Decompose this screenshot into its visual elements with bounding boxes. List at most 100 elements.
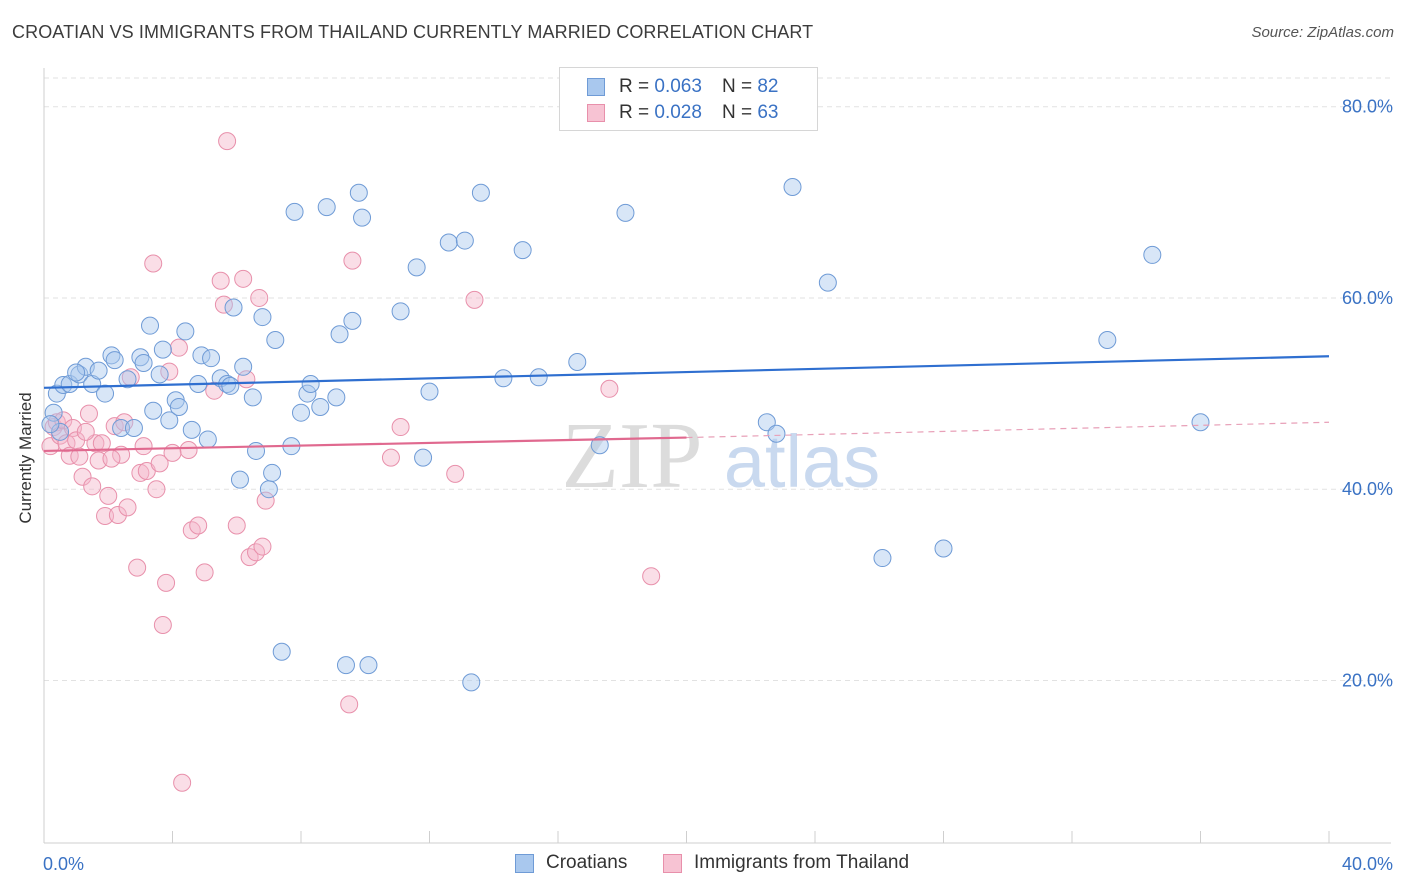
thailand-point <box>157 573 176 592</box>
croatian-point <box>420 382 439 401</box>
croatian-point <box>131 348 150 367</box>
thailand-point <box>147 480 166 499</box>
thailand-point <box>108 506 127 525</box>
legend: R = 0.063 N = 82 R = 0.028 N = 63 <box>559 67 818 131</box>
croatian-point <box>462 673 481 692</box>
croatian-point <box>124 418 143 437</box>
thailand-point <box>169 338 188 357</box>
series-croatians-points <box>41 178 1210 692</box>
thailand-point <box>144 254 163 273</box>
croatian-point <box>783 178 802 197</box>
thailand-point <box>446 464 465 483</box>
thailand-point <box>195 563 214 582</box>
croatian-point <box>169 397 188 416</box>
thailand-point <box>115 413 134 432</box>
bottom-legend-thailand: Immigrants from Thailand <box>663 852 909 874</box>
croatian-point <box>327 388 346 407</box>
watermark: ZIP atlas <box>562 404 881 508</box>
croatian-point <box>336 656 355 675</box>
trend-lines <box>43 355 1330 453</box>
croatian-point <box>96 384 115 403</box>
thailand-point <box>250 288 269 307</box>
croatian-point <box>343 311 362 330</box>
croatian-point <box>221 376 240 395</box>
croatian-point <box>266 331 285 350</box>
croatian-point <box>494 369 513 388</box>
axes <box>43 68 1391 844</box>
thailand-point <box>218 132 237 151</box>
thailand-point <box>234 269 253 288</box>
croatian-point <box>243 388 262 407</box>
thailand-trend-extension <box>686 421 1330 439</box>
x-tick-label: 40.0% <box>1342 854 1393 874</box>
legend-n-value: 82 <box>757 76 779 97</box>
croatian-point <box>330 325 349 344</box>
thailand-point <box>465 290 484 309</box>
croatian-point <box>298 384 317 403</box>
thailand-point <box>153 615 172 634</box>
bottom-legend-label: Immigrants from Thailand <box>694 852 910 873</box>
thailand-point <box>131 463 150 482</box>
croatian-point <box>198 430 217 449</box>
thailand-point <box>642 567 661 586</box>
croatian-point <box>292 403 310 422</box>
thailand-point <box>227 516 246 535</box>
croatian-point <box>230 470 249 489</box>
bottom-legend-croatians: Croatians <box>515 852 627 874</box>
thailand-trend-line <box>43 436 687 453</box>
y-tick-label: 40.0% <box>1342 479 1393 499</box>
croatian-point <box>247 441 266 460</box>
croatian-point <box>118 370 137 389</box>
croatian-point <box>272 642 291 661</box>
croatian-point <box>259 480 278 499</box>
thailand-point <box>92 434 111 453</box>
croatian-point <box>349 183 368 202</box>
croatian-point <box>150 365 169 384</box>
thailand-point <box>102 449 121 468</box>
croatian-point <box>253 308 272 327</box>
legend-row-croatians: R = 0.063 N = 82 <box>587 75 778 99</box>
legend-row-thailand: R = 0.028 N = 63 <box>587 101 778 125</box>
croatian-point <box>818 273 837 292</box>
croatian-point <box>529 368 548 387</box>
thailand-point <box>79 404 98 423</box>
croatian-point <box>160 411 179 430</box>
croatian-point <box>41 415 60 434</box>
croatian-point <box>102 346 121 365</box>
croatian-point <box>414 448 433 467</box>
croatian-point <box>407 258 426 277</box>
thailand-point <box>105 417 124 436</box>
legend-n-value: 63 <box>757 102 779 123</box>
y-tick-label: 80.0% <box>1342 97 1393 117</box>
croatian-point <box>471 183 490 202</box>
thailand-point <box>83 477 102 496</box>
croatian-point <box>301 375 320 393</box>
croatian-point <box>234 357 253 376</box>
legend-n-label: N = <box>721 102 753 123</box>
croatian-point <box>317 198 336 217</box>
thailand-point <box>256 491 275 510</box>
thailand-point <box>211 271 230 290</box>
croatian-point <box>153 340 172 359</box>
legend-r-value: 0.063 <box>654 76 702 97</box>
croatian-point <box>141 316 160 335</box>
thailand-point <box>381 448 400 467</box>
y-tick-label: 20.0% <box>1342 670 1393 690</box>
croatian-point <box>1143 245 1162 264</box>
croatian-point <box>54 375 73 394</box>
croatian-point <box>359 656 378 675</box>
tick-labels: 20.0% 40.0% 60.0% 80.0% 0.0% 40.0% <box>43 97 1393 874</box>
legend-r-value: 0.028 <box>654 102 702 123</box>
bottom-legend: Croatians Immigrants from Thailand <box>0 852 1406 878</box>
thailand-point <box>118 498 137 517</box>
bottom-legend-swatch-blue <box>515 853 534 873</box>
watermark-zip: ZIP <box>562 404 703 508</box>
thailand-point <box>253 537 272 556</box>
croatian-point <box>44 403 63 422</box>
croatian-point <box>513 241 532 260</box>
croatian-point <box>934 539 953 558</box>
croatian-point <box>89 361 108 380</box>
croatian-point <box>439 233 458 252</box>
croatians-trend-line <box>43 355 1330 389</box>
